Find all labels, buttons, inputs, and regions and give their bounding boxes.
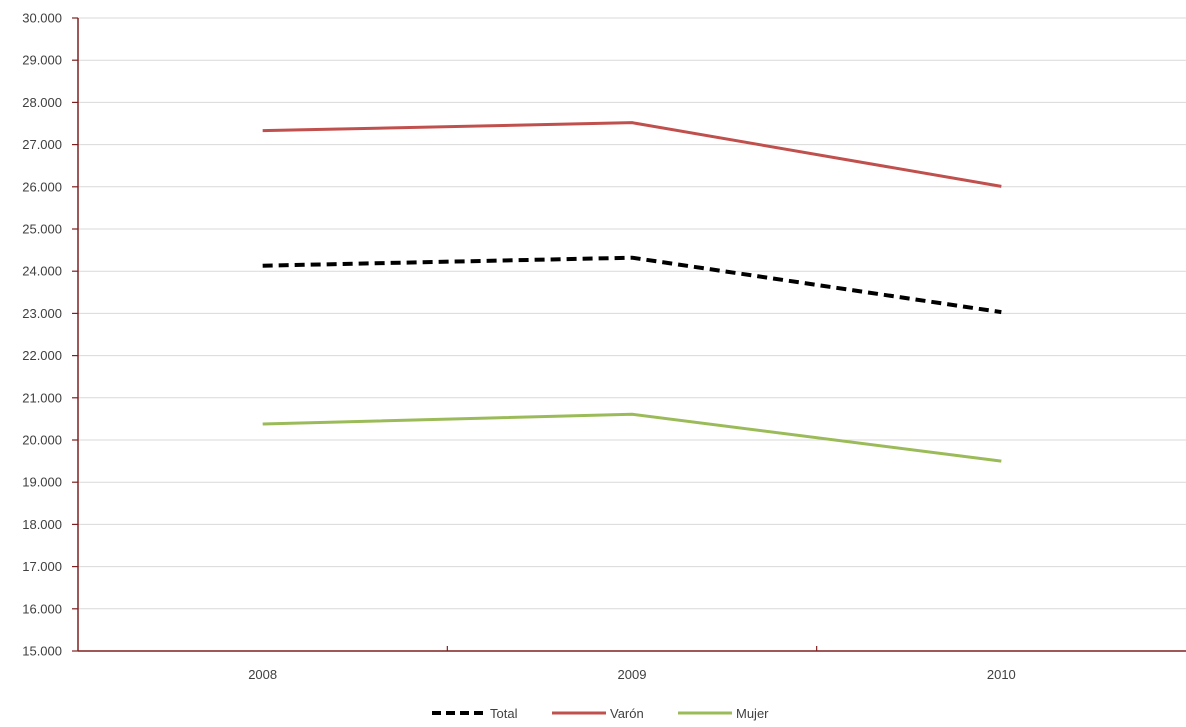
y-tick-label: 25.000 <box>22 222 62 237</box>
gridlines <box>78 17 1186 610</box>
y-tick-label: 19.000 <box>22 475 62 490</box>
y-tick-label: 30.000 <box>22 11 62 26</box>
y-tick-label: 24.000 <box>22 264 62 279</box>
series-line-total <box>262 255 1002 315</box>
x-tick-label: 2008 <box>248 667 277 682</box>
series-line-mujer <box>262 412 1002 463</box>
legend: Total Varón Mujer <box>432 706 769 721</box>
x-axis-tick-labels: 2008 2009 2010 <box>248 667 1016 682</box>
y-axis-tick-labels: 15.000 16.000 17.000 18.000 19.000 20.000 21.0… <box>22 11 62 659</box>
y-tick-label: 23.000 <box>22 306 62 321</box>
x-tick-label: 2010 <box>987 667 1016 682</box>
legend-label: Mujer <box>736 706 769 721</box>
y-tick-label: 18.000 <box>22 517 62 532</box>
legend-label: Varón <box>610 706 644 721</box>
y-tick-label: 16.000 <box>22 601 62 616</box>
y-tick-label: 27.000 <box>22 137 62 152</box>
y-tick-label: 22.000 <box>22 348 62 363</box>
y-tick-label: 28.000 <box>22 95 62 110</box>
y-tick-label: 15.000 <box>22 644 62 659</box>
series-line-var-n <box>262 121 1002 188</box>
y-tick-label: 20.000 <box>22 433 62 448</box>
legend-label: Total <box>490 706 518 721</box>
y-tick-label: 21.000 <box>22 390 62 405</box>
series-lines <box>262 121 1002 463</box>
y-tick-label: 29.000 <box>22 53 62 68</box>
axes <box>72 17 1186 652</box>
y-tick-label: 26.000 <box>22 179 62 194</box>
x-tick-label: 2009 <box>618 667 647 682</box>
y-tick-label: 17.000 <box>22 559 62 574</box>
